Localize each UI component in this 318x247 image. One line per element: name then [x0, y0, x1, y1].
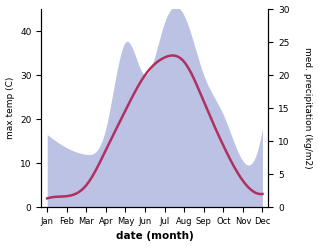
X-axis label: date (month): date (month) — [116, 231, 194, 242]
Y-axis label: med. precipitation (kg/m2): med. precipitation (kg/m2) — [303, 47, 313, 169]
Y-axis label: max temp (C): max temp (C) — [5, 77, 15, 139]
